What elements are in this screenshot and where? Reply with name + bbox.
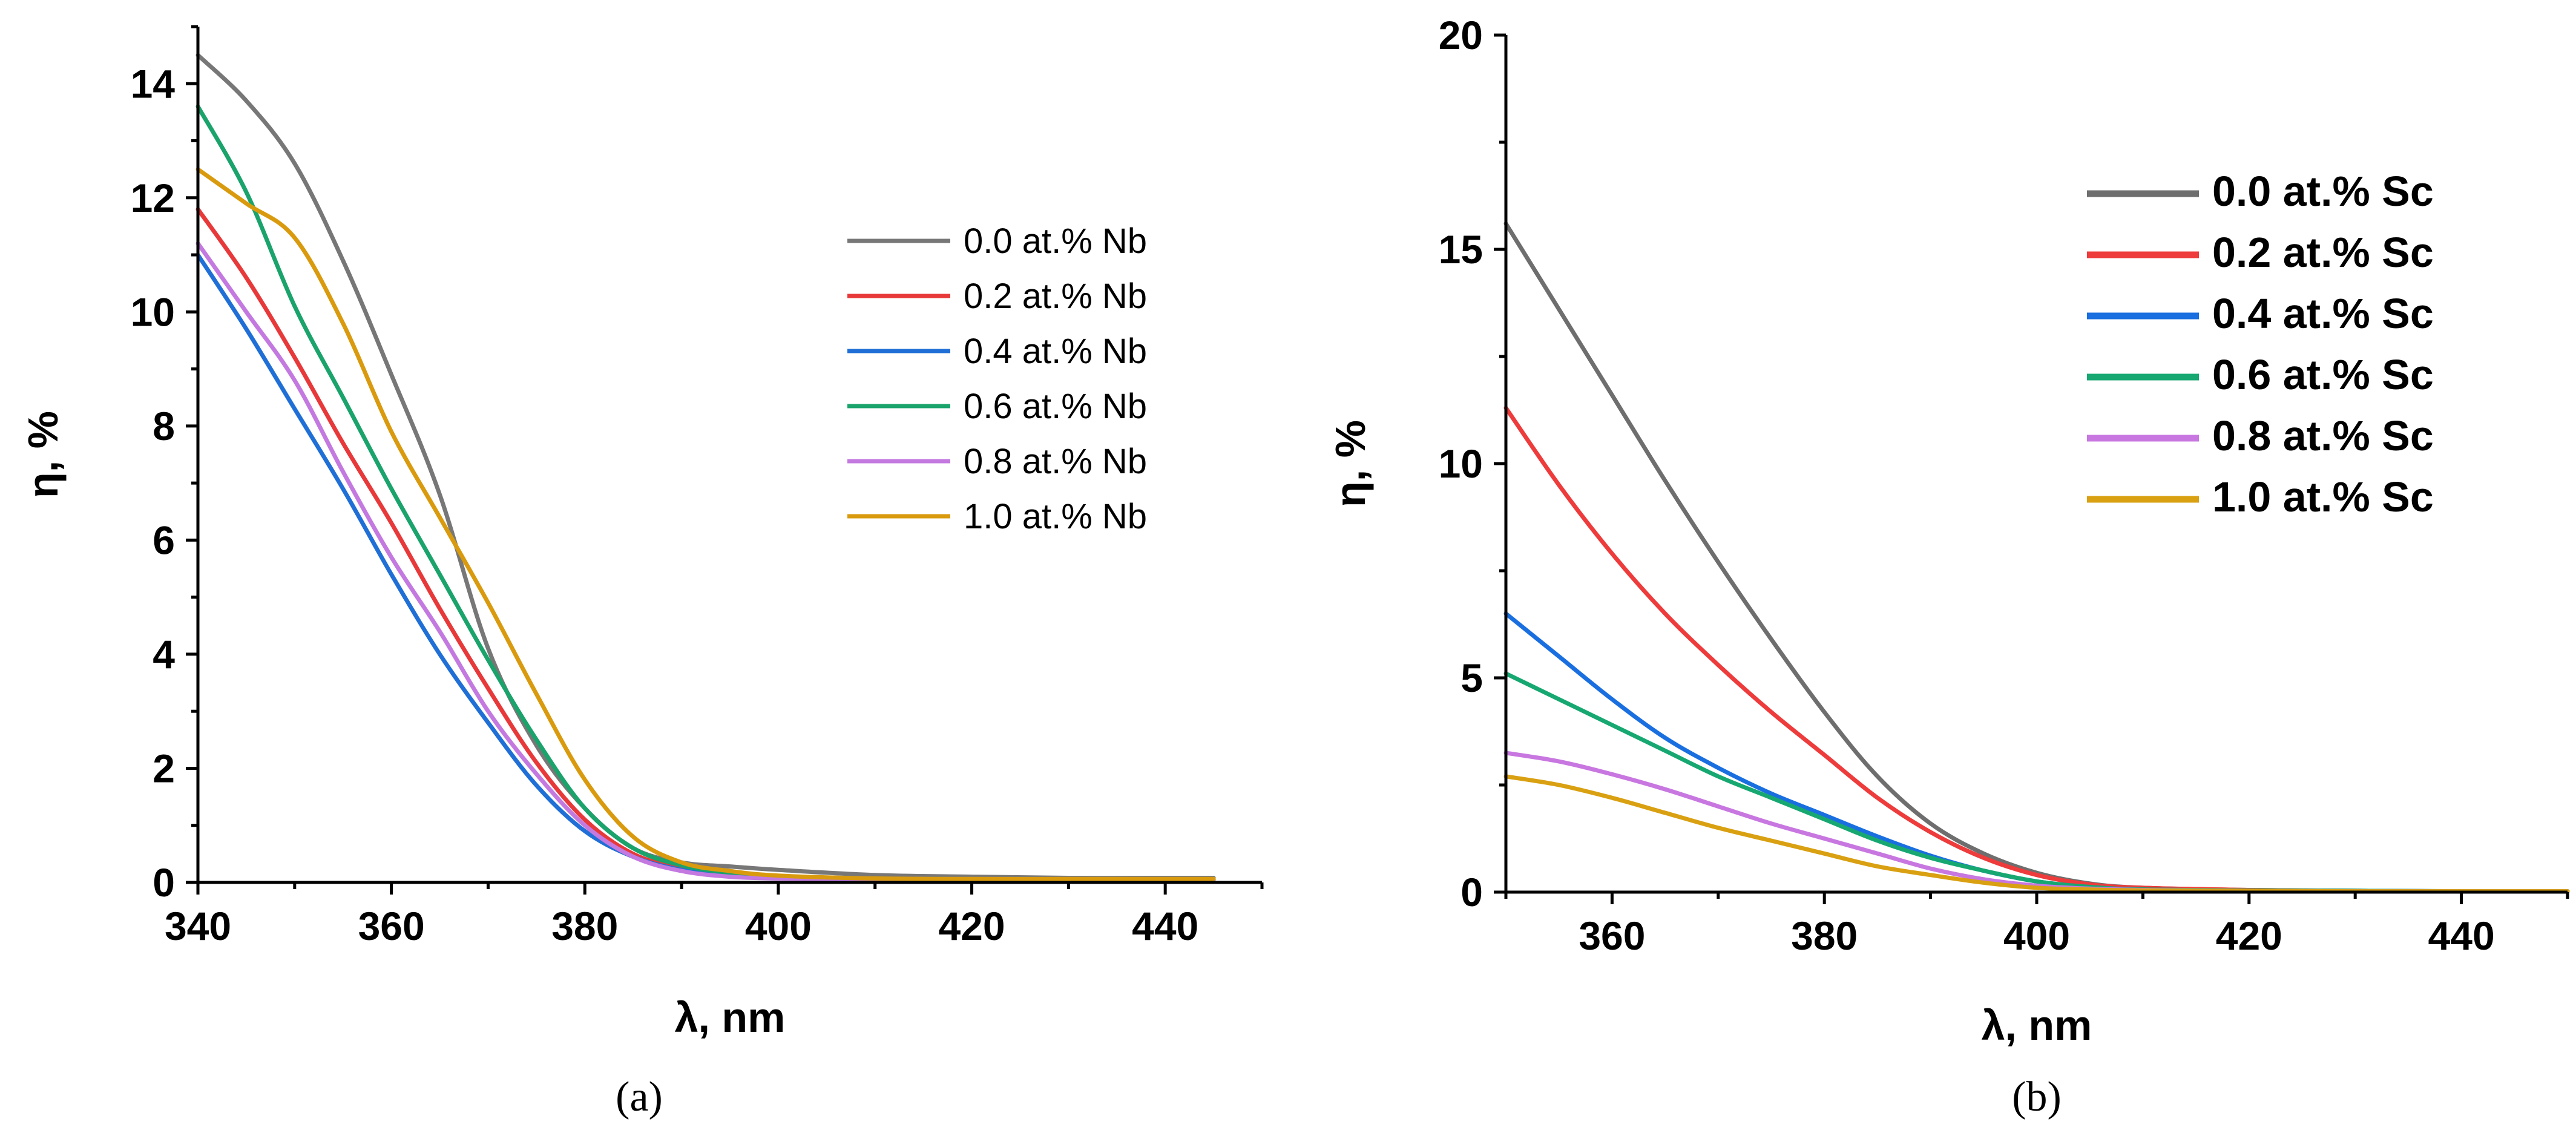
y-tick-label: 20 [1439, 13, 1483, 57]
legend-label: 0.0 at.% Sc [2212, 168, 2434, 215]
legend-label: 0.4 at.% Nb [964, 332, 1147, 371]
legend-label: 0.4 at.% Sc [2212, 290, 2434, 337]
panel-b: 0 5 10 15 20 360 380 400 420 440 λ, nm η, % (b) 0.0 a… [1327, 13, 2570, 1120]
series-line-0-8-at-sc [1503, 750, 2570, 894]
panel-a: 0 2 4 6 8 10 12 14 340 360 380 400 420 440 λ, nm η, % (a… [19, 25, 1264, 1120]
y-tick-label: 0 [1460, 870, 1483, 915]
y-tick-label: 15 [1439, 227, 1483, 272]
y-tick-label: 6 [153, 517, 175, 562]
y-tick-label: 14 [131, 61, 176, 106]
series-line-0-6-at-sc [1503, 671, 2570, 894]
y-axis-title: η, % [19, 411, 67, 498]
y-tick-label: 4 [153, 632, 175, 677]
y-tick-label: 10 [1439, 441, 1483, 486]
x-tick-label: 400 [2003, 913, 2070, 958]
legend-label: 0.8 at.% Nb [964, 442, 1147, 481]
legend: 0.0 at.% Nb 0.2 at.% Nb 0.4 at.% Nb 0.6 at.… [847, 222, 1147, 536]
y-tick-label: 10 [131, 289, 175, 334]
panel-caption: (a) [616, 1074, 663, 1120]
x-tick-label: 360 [1579, 913, 1645, 958]
y-tick-label: 0 [153, 860, 175, 905]
legend-label: 0.6 at.% Nb [964, 387, 1147, 426]
legend-label: 0.2 at.% Sc [2212, 229, 2434, 276]
legend: 0.0 at.% Sc 0.2 at.% Sc 0.4 at.% Sc 0.6 at.… [2087, 168, 2434, 521]
x-tick-label: 400 [745, 904, 812, 948]
legend-label: 0.8 at.% Sc [2212, 412, 2434, 459]
panel-caption: (b) [2012, 1074, 2062, 1120]
x-tick-label: 380 [1791, 913, 1858, 958]
y-axis-title: η, % [1327, 420, 1374, 507]
x-tick-label: 420 [938, 904, 1005, 948]
y-tick-label: 12 [131, 176, 175, 220]
x-tick-label: 440 [1132, 904, 1198, 948]
y-tick-label: 2 [153, 746, 175, 790]
y-tick-label: 8 [153, 404, 175, 448]
x-axis-title: λ, nm [1982, 1002, 2092, 1049]
legend-label: 0.6 at.% Sc [2212, 351, 2434, 398]
x-tick-label: 360 [358, 904, 425, 948]
x-axis-title: λ, nm [675, 994, 786, 1041]
legend-label: 1.0 at.% Nb [964, 497, 1147, 536]
x-tick-label: 340 [165, 904, 231, 948]
x-tick-label: 420 [2216, 913, 2282, 958]
y-tick-label: 5 [1460, 655, 1483, 700]
legend-label: 1.0 at.% Sc [2212, 473, 2434, 521]
legend-label: 0.0 at.% Nb [964, 222, 1147, 261]
legend-label: 0.2 at.% Nb [964, 277, 1147, 316]
series-line-1-0-at-nb [196, 167, 1216, 881]
x-tick-label: 440 [2428, 913, 2495, 958]
x-tick-label: 380 [551, 904, 618, 948]
